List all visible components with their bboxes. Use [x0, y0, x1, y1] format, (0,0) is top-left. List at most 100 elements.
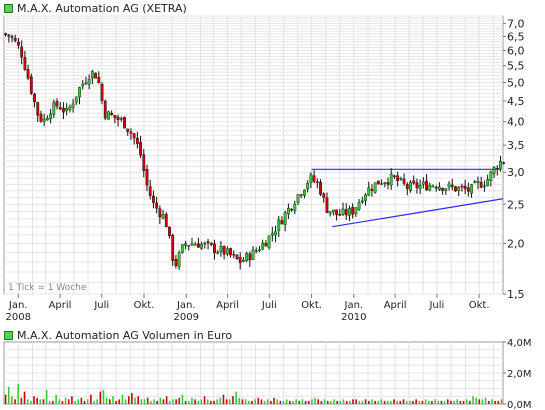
- x-tick-year-label: 2008: [6, 312, 31, 323]
- volume-bar: [102, 390, 105, 404]
- volume-bar: [311, 399, 313, 404]
- volume-bar: [349, 400, 351, 404]
- volume-bar: [30, 400, 32, 404]
- volume-bar: [45, 390, 48, 404]
- volume-bar: [191, 397, 193, 404]
- volume-bar: [156, 400, 158, 404]
- volume-bar: [260, 399, 263, 404]
- candle-body: [299, 194, 303, 196]
- candle-body: [415, 182, 419, 189]
- volume-bar: [109, 399, 111, 404]
- volume-bar: [93, 400, 95, 404]
- volume-bar: [241, 399, 244, 404]
- volume-bar: [314, 397, 316, 404]
- volume-bar: [336, 400, 338, 404]
- volume-bar: [131, 393, 133, 404]
- volume-bar: [146, 397, 149, 404]
- volume-bar: [203, 396, 206, 404]
- y-tick-label: 6,5: [507, 30, 525, 43]
- volume-bar: [90, 394, 92, 404]
- volume-bar: [361, 400, 364, 404]
- volume-bar: [184, 400, 187, 404]
- candle-body: [248, 253, 252, 261]
- volume-bar: [462, 400, 465, 404]
- candle-body: [357, 202, 361, 210]
- candle-body: [209, 242, 213, 245]
- volume-bar: [320, 400, 323, 404]
- candle-body: [383, 182, 387, 184]
- volume-bar: [307, 400, 310, 404]
- candle-body: [367, 187, 371, 196]
- candle-body: [460, 185, 464, 188]
- volume-bar: [232, 396, 234, 404]
- candle-body: [376, 180, 380, 185]
- candle-body: [13, 38, 17, 41]
- candle-body: [341, 208, 345, 215]
- candle-body: [107, 111, 110, 120]
- volume-bar: [159, 397, 162, 404]
- volume-bar: [181, 394, 184, 404]
- volume-bar: [475, 397, 477, 404]
- volume-bar: [402, 399, 405, 404]
- candle-body: [103, 100, 107, 119]
- volume-bar: [20, 397, 23, 404]
- volume-bar: [165, 396, 168, 404]
- volume-bar: [39, 399, 42, 404]
- candle-body: [71, 103, 75, 108]
- candle-body: [45, 118, 49, 121]
- y-tick-label: 7,0: [507, 17, 525, 30]
- volume-bar: [396, 400, 398, 404]
- candle-body: [286, 207, 290, 215]
- volume-bar: [134, 397, 136, 404]
- volume-y-tick-label: 2,0M: [507, 369, 532, 380]
- candle-body: [187, 245, 191, 247]
- candle-body: [119, 118, 123, 120]
- candle-body: [412, 180, 416, 184]
- candle-body: [58, 107, 62, 110]
- volume-bar: [80, 397, 83, 404]
- volume-bar: [377, 400, 380, 404]
- candle-body: [380, 183, 383, 185]
- x-tick-year-label: 2010: [341, 312, 366, 323]
- candle-body: [364, 194, 367, 201]
- volume-bar: [26, 399, 29, 404]
- volume-bar: [358, 400, 361, 404]
- volume-bar: [4, 394, 7, 404]
- candle-body: [476, 180, 480, 183]
- volume-bar: [11, 396, 13, 404]
- support-line: [332, 198, 504, 228]
- price-chart: 7,06,56,0 5,5 5,0 4,5 4,0 3,5 3,0 2,5 2,0 1,5 Jan.…: [3, 15, 525, 323]
- volume-bar: [143, 399, 146, 404]
- candle-body: [258, 249, 261, 252]
- price-chart-title: M.A.X. Automation AG (XETRA): [17, 1, 187, 15]
- volume-bar: [67, 399, 70, 404]
- y-tick-label: 5,5: [507, 60, 525, 73]
- candle-body: [132, 133, 136, 139]
- candle-body: [33, 93, 36, 103]
- candle-body: [457, 187, 461, 191]
- candle-body: [206, 241, 210, 243]
- candle-body: [399, 178, 403, 180]
- candle-body: [393, 175, 396, 177]
- candle-body: [421, 181, 425, 185]
- volume-bar: [270, 400, 272, 404]
- volume-bar: [222, 394, 225, 404]
- volume-bar: [409, 400, 411, 404]
- candle-body: [351, 207, 355, 215]
- candle-body: [264, 242, 268, 247]
- volume-bar: [352, 399, 354, 404]
- volume-bar: [137, 396, 140, 404]
- candle-body: [444, 188, 448, 191]
- candle-body: [197, 243, 200, 248]
- volume-bar: [86, 399, 89, 404]
- volume-bar: [383, 400, 386, 404]
- candle-body: [232, 254, 236, 256]
- volume-bar: [279, 400, 282, 404]
- candle-body: [441, 187, 445, 191]
- candle-body: [113, 114, 117, 119]
- candle-body: [158, 208, 162, 218]
- volume-bar: [7, 386, 10, 404]
- candle-body: [116, 116, 120, 120]
- candle-body: [97, 76, 101, 83]
